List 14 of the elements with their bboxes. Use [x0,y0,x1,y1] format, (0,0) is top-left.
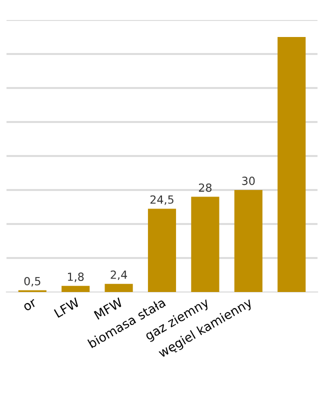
data-label: 28 [198,183,212,192]
bar [62,286,90,292]
data-label: 2,4 [110,270,128,280]
bar [234,190,262,292]
x-tick-label: LFW [54,297,80,318]
data-label: 0,5 [24,276,40,287]
bar [278,37,306,292]
data-label: 24,5 [150,195,174,205]
x-tick-label: or [23,299,38,312]
bar [148,208,176,292]
bar [191,196,220,292]
bar [104,284,133,292]
data-label: 1,8 [68,272,84,282]
data-label: 30 [242,176,255,186]
